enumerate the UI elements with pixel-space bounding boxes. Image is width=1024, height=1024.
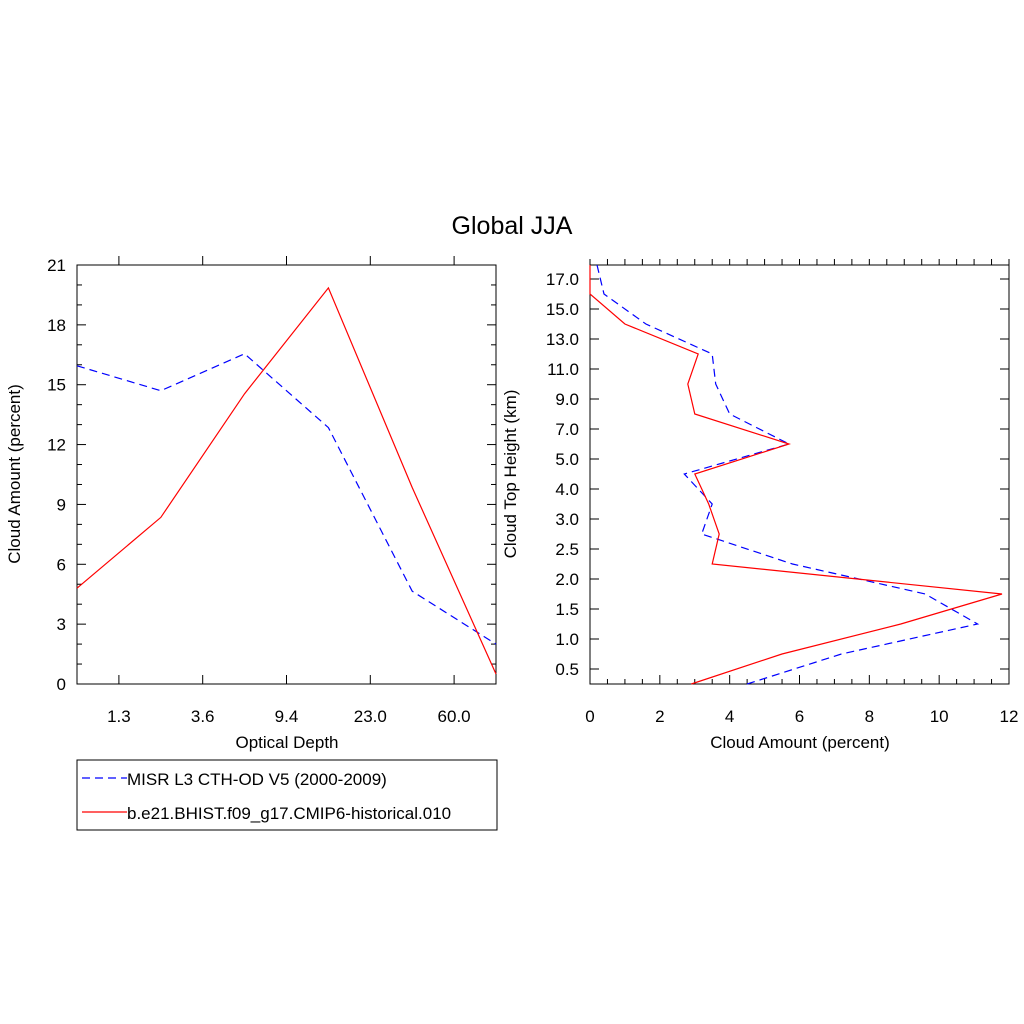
right-y-tick-label: 1.5 [555,600,579,619]
right-x-tick-label: 6 [795,707,804,726]
chart-title: Global JJA [452,212,573,240]
right-y-axis-ticks: 0.5 1.0 1.5 2.0 2.5 3.0 4.0 5.0 7.0 9.0 11.0 13.0 15… [546,270,1009,679]
right-x-axis-label: Cloud Amount (percent) [710,733,890,752]
right-y-tick-label: 17.0 [546,270,579,289]
left-y-tick-label: 0 [57,675,66,694]
right-panel-cloud-top-height: 0.5 1.0 1.5 2.0 2.5 3.0 4.0 5.0 7.0 9.0 11.0 13.0 15… [501,259,1018,752]
left-series-lines [76,286,497,675]
left-x-tick-label: 1.3 [107,707,131,726]
left-y-tick-label: 9 [57,495,66,514]
left-x-axis-ticks: 1.3 3.6 9.4 23.0 60.0 [107,256,471,726]
right-y-tick-label: 2.0 [555,570,579,589]
right-y-tick-label: 15.0 [546,300,579,319]
right-x-tick-label: 2 [655,707,664,726]
left-panel-optical-depth: 0 3 6 9 12 15 18 21 1.3 3.6 9.4 23.0 60.0 Optical D… [5,256,497,752]
right-y-axis-label: Cloud Top Height (km) [501,390,520,559]
right-y-tick-label: 5.0 [555,450,579,469]
left-y-tick-label: 15 [47,376,66,395]
right-series-lines [589,264,1003,685]
legend: MISR L3 CTH-OD V5 (2000-2009) b.e21.BHIS… [76,759,498,831]
right-y-tick-label: 13.0 [546,330,579,349]
right-series-line [596,264,980,685]
legend-label-model: b.e21.BHIST.f09_g17.CMIP6-historical.010 [127,804,451,823]
right-x-axis-ticks: 0 2 4 6 8 10 12 [585,259,1018,726]
right-y-tick-label: 3.0 [555,510,579,529]
right-x-tick-label: 8 [865,707,874,726]
right-y-tick-label: 9.0 [555,390,579,409]
left-y-tick-label: 12 [47,436,66,455]
left-y-tick-label: 18 [47,316,66,335]
right-plot-frame [589,264,1010,685]
right-y-tick-label: 2.5 [555,540,579,559]
legend-label-misr: MISR L3 CTH-OD V5 (2000-2009) [127,770,387,789]
right-y-tick-label: 7.0 [555,420,579,439]
left-y-tick-label: 21 [47,256,66,275]
right-x-tick-label: 10 [930,707,949,726]
left-x-tick-label: 9.4 [275,707,299,726]
legend-box [76,759,498,831]
left-y-tick-label: 6 [57,555,66,574]
right-x-tick-label: 4 [725,707,734,726]
left-y-axis-ticks: 0 3 6 9 12 15 18 21 [47,256,496,694]
right-y-tick-label: 11.0 [547,360,579,379]
right-series-line [589,265,1003,685]
left-series-line [76,353,497,645]
left-y-tick-label: 3 [57,615,66,634]
right-x-tick-label: 0 [585,707,594,726]
right-x-tick-label: 12 [1000,707,1019,726]
right-y-tick-label: 1.0 [555,630,579,649]
left-y-axis-label: Cloud Amount (percent) [5,384,24,564]
right-y-tick-label: 0.5 [555,660,579,679]
left-x-tick-label: 23.0 [354,707,387,726]
left-plot-frame [76,264,497,685]
left-x-tick-label: 3.6 [191,707,215,726]
right-y-tick-label: 4.0 [555,480,579,499]
left-series-line [76,286,497,675]
left-x-axis-label: Optical Depth [236,733,339,752]
left-x-tick-label: 60.0 [438,707,471,726]
